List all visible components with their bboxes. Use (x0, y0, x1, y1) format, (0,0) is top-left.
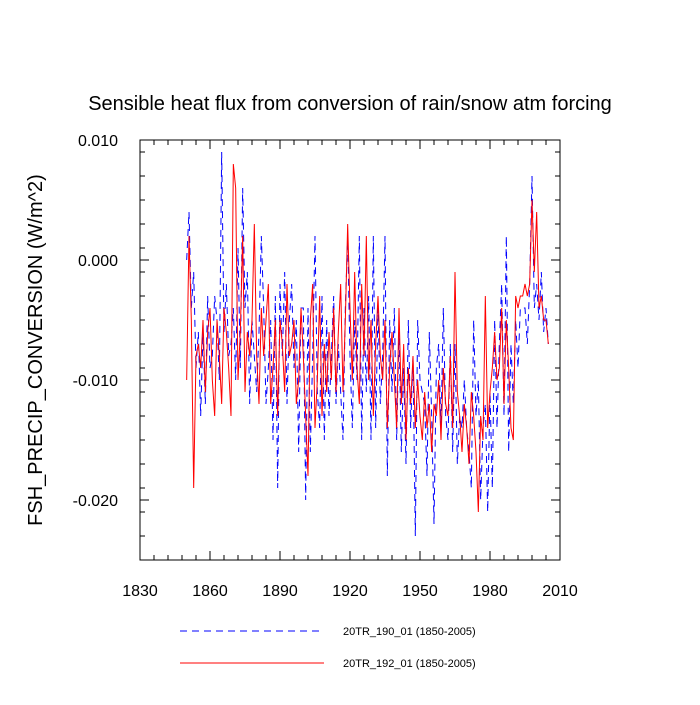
y-tick-label: 0.000 (78, 253, 118, 270)
x-tick-label: 1950 (402, 583, 438, 600)
legend-label-2: 20TR_192_01 (1850-2005) (343, 658, 476, 670)
x-tick-label: 1980 (472, 583, 508, 600)
x-tick-label: 1890 (262, 583, 298, 600)
legend: 20TR_190_01 (1850-2005) 20TR_192_01 (1850… (180, 626, 476, 670)
series-line-1 (186, 151, 549, 537)
y-tick-label: -0.010 (73, 373, 118, 390)
chart-title: Sensible heat flux from conversion of ra… (88, 93, 612, 115)
y-tick-label: 0.010 (78, 133, 118, 150)
y-axis-label: FSH_PRECIP_CONVERSION (W/m^2) (25, 174, 47, 526)
legend-label-1: 20TR_190_01 (1850-2005) (343, 626, 476, 638)
x-tick-label: 1860 (192, 583, 228, 600)
series-layer (186, 151, 549, 537)
y-tick-label: -0.020 (73, 493, 118, 510)
ticks-layer: 1830 1860 1890 1920 1950 1980 2010 -0.020 -0.010… (73, 133, 578, 600)
x-tick-label: 1920 (332, 583, 368, 600)
x-tick-label: 1830 (122, 583, 158, 600)
x-tick-label: 2010 (542, 583, 578, 600)
series-line-2 (186, 163, 549, 513)
